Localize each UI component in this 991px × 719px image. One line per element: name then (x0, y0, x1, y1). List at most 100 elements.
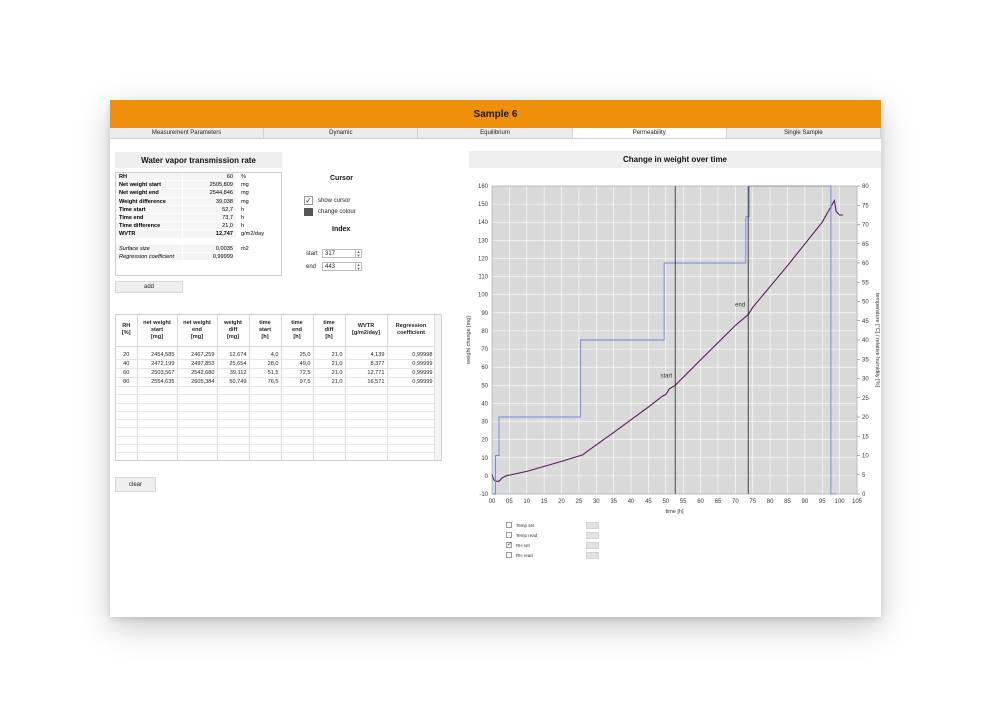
param-value: 0,0035 (182, 244, 236, 253)
show-cursor-checkbox[interactable]: ✓ (304, 196, 313, 205)
cursor-title: Cursor (330, 175, 353, 182)
table-row-empty[interactable] (116, 394, 436, 404)
column-header[interactable]: WVTR [g/m2/day] (345, 315, 388, 347)
y-tick-label: 90 (481, 311, 488, 317)
tab-permeability[interactable]: Permeability (572, 128, 727, 138)
table-row[interactable]: 40 2472,199 2497,853 25,654 28,0 49,0 21,0 8,37… (116, 359, 436, 369)
legend-checkbox[interactable] (506, 522, 512, 528)
param-row: Net weight end 2544,846 mg (116, 189, 281, 198)
y-tick-label: 50 (481, 383, 488, 389)
param-value: 52,7 (182, 205, 236, 214)
show-cursor-option[interactable]: ✓ show cursor (304, 196, 350, 205)
x-tick-label: 65 (715, 499, 722, 505)
app-window: Sample 6 Measurement Parameters Dynamic Eq… (110, 100, 882, 617)
table-row[interactable]: 20 2454,585 2467,259 12,674 4,0 25,0 21,0 4,139… (116, 351, 436, 360)
tab-equilibrium[interactable]: Equilibrium (418, 128, 573, 138)
column-header[interactable]: RH [%] (116, 315, 138, 347)
legend-swatch[interactable] (586, 541, 599, 549)
column-header[interactable]: net weight start [mg] (137, 315, 178, 347)
legend-checkbox[interactable]: ✓ (506, 542, 513, 548)
change-colour-label: change colour (318, 209, 356, 215)
table-row[interactable]: 60 2503,567 2542,680 39,112 51,5 72,5 21,0 12,7… (116, 368, 436, 378)
x-tick-label: 90 (802, 499, 809, 505)
wvtr-parameters: RH 60% Net weight start 2505,809 mg Net weigh… (115, 172, 282, 276)
table-cell: 60 (116, 368, 138, 378)
table-row-empty[interactable] (116, 411, 436, 421)
param-unit: h (241, 223, 245, 230)
end-index-spin-arrows[interactable]: ▲ ▼ (355, 262, 361, 271)
start-index-spin-arrows[interactable]: ▲ ▼ (355, 249, 361, 258)
table-row-empty[interactable] (116, 427, 436, 437)
column-header[interactable]: net weight end [mg] (177, 315, 218, 347)
tab-measurement-parameters[interactable]: Measurement Parameters (110, 128, 265, 138)
cursor-colour-swatch[interactable] (304, 208, 313, 216)
y-tick-label: -10 (479, 492, 488, 498)
table-cell: 49,0 (281, 359, 314, 369)
table-cell: 2605,384 (177, 377, 218, 387)
column-header[interactable]: time start [h] (249, 315, 282, 347)
y2-tick-label: 50 (862, 300, 869, 306)
table-cell: 21,0 (313, 351, 346, 360)
table-row[interactable]: 80 2554,635 2605,384 50,749 76,5 97,5 21,0 16,5… (116, 377, 436, 387)
end-index-spinbox[interactable]: 443 ▲ ▼ (322, 262, 362, 271)
legend-checkbox[interactable] (506, 552, 512, 558)
legend-checkbox[interactable] (506, 532, 512, 538)
legend-entry[interactable]: Temp set (506, 520, 599, 530)
param-value: 2505,809 (182, 181, 236, 190)
table-cell: 0,99998 (387, 351, 436, 360)
table-row-empty[interactable] (116, 444, 436, 454)
param-row: Time end 73,7 h (116, 213, 281, 223)
table-row-empty[interactable] (116, 386, 436, 396)
param-label: Time start (116, 205, 182, 214)
tab-dynamic[interactable]: Dynamic (264, 128, 419, 138)
show-cursor-label: show cursor (318, 197, 351, 204)
param-label: Time end (116, 213, 182, 223)
legend-label: Temp set (516, 522, 535, 528)
plot-area[interactable] (492, 186, 857, 494)
legend-swatch[interactable] (586, 531, 599, 539)
table-row-empty[interactable] (116, 436, 436, 446)
column-header[interactable]: time end [h] (281, 315, 314, 347)
table-row-empty[interactable] (116, 403, 436, 412)
x-tick-label: 30 (593, 499, 600, 505)
x-tick-label: 50 (662, 499, 669, 505)
y2-tick-label: 35 (862, 357, 869, 363)
param-label: WVTR (116, 230, 182, 239)
table-cell: 12,674 (217, 351, 250, 360)
results-scrollbar[interactable] (434, 315, 441, 460)
legend-swatch[interactable] (586, 521, 599, 529)
table-cell: 21,0 (313, 377, 346, 387)
table-cell: 2497,853 (177, 359, 218, 369)
param-label: Time difference (116, 222, 182, 231)
y-tick-label: 60 (481, 365, 488, 371)
clear-button[interactable]: clear (115, 477, 156, 492)
y2-tick-label: 40 (862, 338, 869, 344)
table-cell: 2467,259 (177, 351, 218, 360)
table-cell: 21,0 (313, 359, 346, 369)
param-unit: h (241, 214, 245, 221)
column-header[interactable]: weight diff [mg] (217, 315, 250, 347)
results-table[interactable]: RH [%] net weight start [mg] net weight end [mg… (115, 314, 442, 461)
start-index-spinbox[interactable]: 317 ▲ ▼ (322, 249, 362, 258)
column-header[interactable]: Regression coefficient (387, 315, 436, 347)
column-header[interactable]: time diff [h] (313, 315, 346, 347)
tab-single-sample[interactable]: Single Sample (726, 128, 882, 138)
table-cell: 76,5 (249, 377, 282, 387)
add-button[interactable]: add (115, 281, 183, 293)
y-tick-label: 150 (478, 202, 489, 208)
param-value: 60 (182, 173, 236, 182)
legend-label: RH set (516, 542, 530, 548)
legend-entry[interactable]: RH read (506, 550, 599, 560)
legend-entry[interactable]: ✓ RH set (506, 540, 599, 550)
change-colour-option[interactable]: change colour (304, 208, 356, 216)
param-unit: m2 (241, 245, 249, 252)
param-value: 2544,846 (182, 189, 236, 198)
table-row-empty[interactable] (116, 419, 436, 429)
param-row: Time start 52,7 h (116, 205, 281, 214)
table-row-empty[interactable] (116, 452, 436, 460)
legend-entry[interactable]: Temp read (506, 530, 599, 540)
table-spacer-row (116, 346, 436, 351)
legend-swatch[interactable] (586, 551, 599, 559)
weight-chart[interactable]: 00 05 10 15 20 25 30 35 40 45 50 55 60 65 70 75 80 85 90 95… (465, 170, 881, 570)
y-tick-label: 120 (478, 256, 489, 262)
